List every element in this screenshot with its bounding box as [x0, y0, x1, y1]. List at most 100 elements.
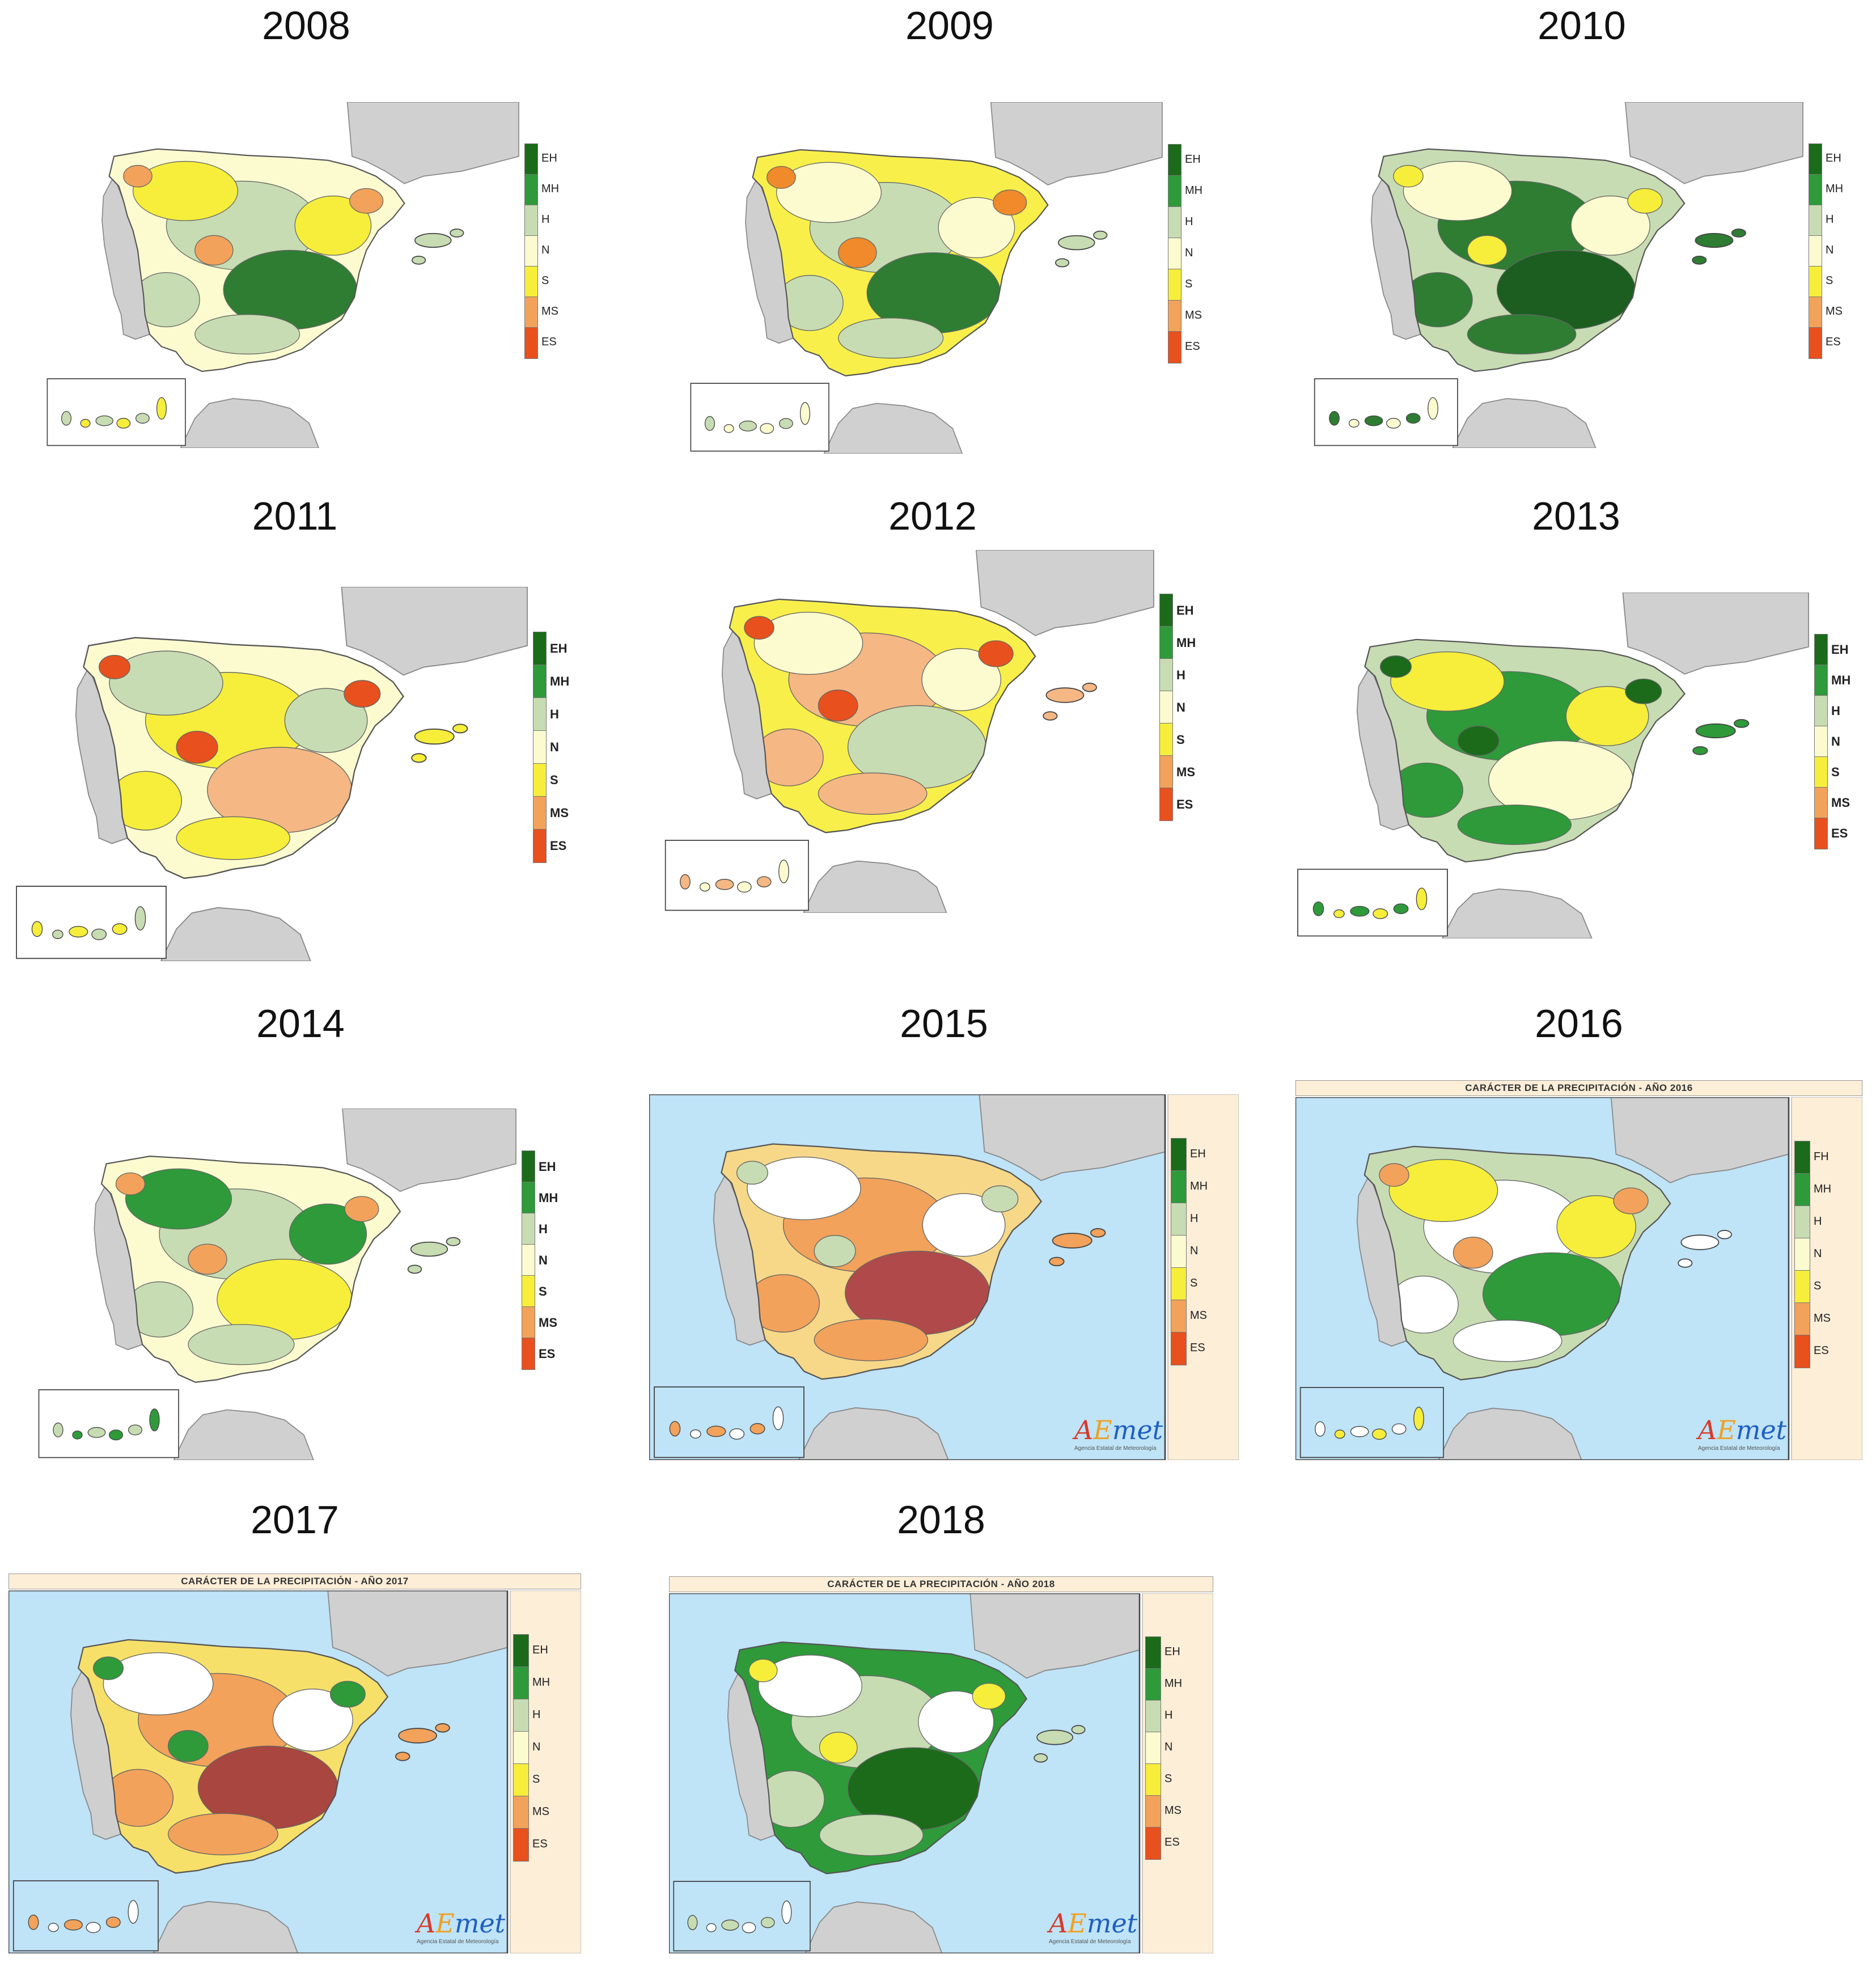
legend-swatch-s — [1171, 1267, 1187, 1301]
canary-islands-inset — [1297, 869, 1448, 937]
balearic-island — [1093, 230, 1108, 240]
legend-swatch-es — [1809, 327, 1822, 359]
precip-contour-zone — [176, 730, 218, 764]
legend-swatch-n — [1145, 1732, 1161, 1765]
precip-contour-zone — [1403, 160, 1513, 221]
precip-contour-zone — [272, 1689, 353, 1752]
canary-island — [687, 1915, 698, 1930]
canary-island — [1329, 411, 1340, 426]
aemet-subtitle: Agencia Estatal de Meteorología — [1698, 1445, 1780, 1452]
legend-swatch-es — [513, 1828, 529, 1862]
canary-island — [149, 1408, 160, 1432]
legend-swatch-h — [533, 697, 547, 731]
north-africa-region — [153, 1901, 299, 1953]
year-label: 2016 — [1535, 1001, 1623, 1046]
legend-swatch-eh — [513, 1634, 529, 1668]
legend-label: S — [1176, 732, 1185, 747]
precip-contour-zone — [289, 1203, 367, 1265]
canary-island — [80, 418, 91, 428]
map-svg — [11, 587, 528, 961]
legend-label: MH — [1185, 184, 1203, 197]
legend-swatch-n — [533, 730, 547, 764]
legend-swatch-s — [1145, 1763, 1161, 1796]
precip-contour-zone — [1613, 1187, 1649, 1215]
precip-contour-zone — [99, 654, 130, 679]
precip-contour-zone — [1379, 1163, 1409, 1187]
legend-label: MH — [1176, 635, 1196, 650]
legend-swatch-eh — [533, 632, 547, 666]
legend-swatch-n — [524, 235, 538, 267]
canary-island — [1373, 908, 1388, 919]
precip-contour-zone — [1467, 314, 1577, 355]
map-geography — [11, 587, 528, 961]
canary-islands-inset — [673, 1881, 811, 1952]
legend-swatch-n — [1159, 691, 1173, 724]
precip-contour-zone — [123, 164, 153, 188]
legend-swatch-es — [1145, 1827, 1161, 1860]
canary-island — [128, 1900, 139, 1924]
canary-island — [1348, 418, 1360, 428]
legend-label: N — [1185, 246, 1193, 259]
legend-label: H — [539, 1221, 548, 1236]
precip-contour-zone — [188, 1324, 295, 1365]
map-panel-2011: 2011 EH MH H N S MS ES — [6, 490, 584, 972]
balearic-island — [1717, 1230, 1732, 1240]
north-africa-region — [803, 860, 947, 913]
legend-swatch-s — [1814, 756, 1828, 788]
map-panel-2018: 2018 CARÁCTER DE LA PRECIPITACIÓN - AÑO 2… — [669, 1494, 1213, 1965]
aemet-subtitle: Agencia Estatal de Meteorología — [1074, 1445, 1157, 1452]
legend-swatch-h — [1145, 1700, 1161, 1733]
canary-island — [116, 418, 131, 429]
canary-island — [756, 876, 772, 887]
legend-swatch-mh — [533, 665, 547, 699]
canary-island — [690, 1429, 701, 1439]
aemet-logo: AEmet — [1698, 1415, 1787, 1445]
legend-label: N — [1176, 700, 1185, 714]
legend-swatch-ms — [524, 297, 538, 328]
canary-island — [1413, 1407, 1424, 1431]
legend-swatch-mh — [1794, 1173, 1810, 1207]
legend-swatch-n — [1809, 235, 1822, 267]
north-africa-region — [1441, 888, 1593, 938]
legend-label: N — [1814, 1247, 1822, 1260]
legend-swatch-h — [1159, 658, 1173, 692]
canary-island — [105, 1917, 121, 1928]
legend-swatch-n — [1171, 1235, 1187, 1268]
legend-label: ES — [1176, 797, 1193, 811]
year-label: 2015 — [900, 1001, 988, 1046]
legend-swatch-eh — [1168, 144, 1182, 176]
map-svg — [34, 1109, 516, 1460]
legend-swatch-es — [1168, 331, 1182, 363]
canary-island — [1364, 415, 1383, 426]
precipitation-legend: EH MH H N S MS ES — [513, 1634, 575, 1862]
legend-label: ES — [541, 336, 557, 348]
map-geography — [1310, 102, 1803, 448]
legend-swatch-h — [1171, 1203, 1187, 1236]
france-region — [975, 550, 1154, 636]
legend-swatch-s — [1168, 269, 1182, 301]
legend-label: S — [1190, 1276, 1198, 1289]
legend-swatch-ms — [1809, 297, 1822, 328]
canary-island — [86, 1922, 101, 1934]
legend-label: N — [541, 244, 550, 256]
map-panel-2012: 2012 EH MH H N S MS ES — [649, 490, 1216, 924]
legend-label: EH — [1185, 153, 1201, 166]
legend-swatch-s — [1159, 723, 1173, 756]
precip-contour-zone — [978, 640, 1014, 667]
canary-islands-inset — [690, 383, 829, 452]
canary-island — [48, 1923, 59, 1932]
legend-label: H — [1190, 1212, 1199, 1225]
legend-swatch-mh — [513, 1666, 529, 1700]
canary-island — [739, 420, 757, 432]
legend-label: S — [539, 1284, 547, 1298]
balearic-island — [414, 232, 452, 248]
legend-swatch-ms — [1168, 300, 1182, 332]
map-svg — [649, 1094, 1239, 1460]
spain-outline — [1364, 638, 1686, 863]
canary-island — [781, 1900, 792, 1924]
canary-island — [706, 1923, 717, 1932]
aemet-logo: AEmet — [1074, 1415, 1163, 1445]
balearic-island — [1052, 1233, 1092, 1249]
balearic-island — [414, 728, 455, 745]
legend-label: H — [1185, 215, 1193, 228]
